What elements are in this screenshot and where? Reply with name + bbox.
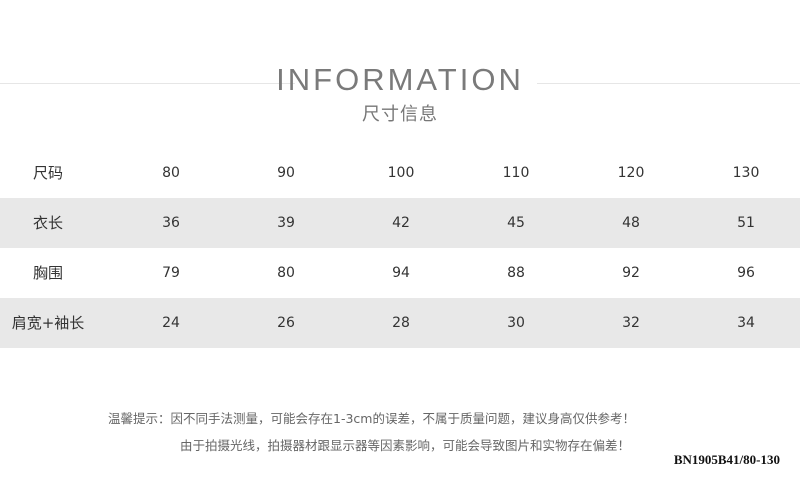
table-cell: 34 [737,315,755,331]
table-row: 尺码 80 90 100 110 120 130 [0,148,800,198]
table-cell: 48 [622,215,640,231]
note-line-1: 温馨提示：因不同手法测量，可能会存在1-3cm的误差，不属于质量问题，建议身高仅… [108,411,635,426]
table-row: 衣长 36 39 42 45 48 51 [0,198,800,248]
page-subtitle: 尺寸信息 [362,104,438,125]
table-cell: 120 [617,165,645,181]
table-cell: 39 [277,215,295,231]
table-cell: 80 [277,265,295,281]
product-code: BN1905B41/80-130 [673,452,780,467]
table-cell: 26 [277,315,295,331]
table-cell: 42 [392,215,410,231]
row-label: 胸围 [32,264,63,282]
table-cell: 24 [162,315,180,331]
table-cell: 30 [507,315,525,331]
divider-right [537,83,800,84]
page-title: INFORMATION [276,62,524,97]
table-cell: 88 [507,265,525,281]
size-table: 尺码 80 90 100 110 120 130 衣长 36 39 42 45 48 51 胸围 79 80 94… [0,148,800,348]
table-cell: 79 [162,265,180,281]
table-cell: 100 [387,165,415,181]
table-cell: 45 [507,215,525,231]
row-label: 衣长 [32,214,63,232]
table-cell: 32 [622,315,640,331]
table-cell: 36 [162,215,180,231]
table-row: 胸围 79 80 94 88 92 96 [0,248,800,298]
table-cell: 96 [737,265,755,281]
table-cell: 90 [277,165,295,181]
row-label: 尺码 [32,164,63,182]
table-cell: 28 [392,315,410,331]
table-cell: 51 [737,215,755,231]
divider-left [0,83,295,84]
table-cell: 80 [162,165,180,181]
table-cell: 94 [392,265,410,281]
table-row: 肩宽+袖长 24 26 28 30 32 34 [0,298,800,348]
row-label: 肩宽+袖长 [11,314,85,332]
table-cell: 130 [732,165,760,181]
table-cell: 110 [502,165,530,181]
note-line-2: 由于拍摄光线，拍摄器材跟显示器等因素影响，可能会导致图片和实物存在偏差！ [180,438,631,453]
table-cell: 92 [622,265,640,281]
